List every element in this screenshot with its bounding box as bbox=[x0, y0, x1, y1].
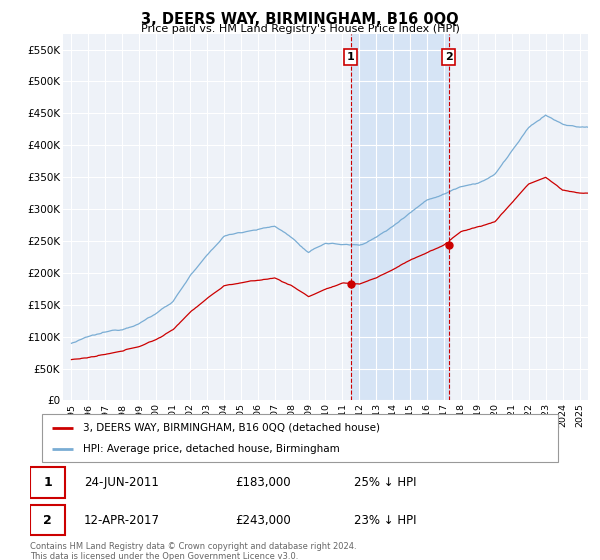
Text: Price paid vs. HM Land Registry's House Price Index (HPI): Price paid vs. HM Land Registry's House … bbox=[140, 24, 460, 34]
Bar bbox=[350, 34, 449, 400]
Text: HPI: Average price, detached house, Birmingham: HPI: Average price, detached house, Birm… bbox=[83, 444, 340, 454]
Text: £243,000: £243,000 bbox=[235, 514, 291, 526]
Text: 3, DEERS WAY, BIRMINGHAM, B16 0QQ: 3, DEERS WAY, BIRMINGHAM, B16 0QQ bbox=[141, 12, 459, 27]
Text: 1: 1 bbox=[347, 52, 355, 62]
Text: 2: 2 bbox=[43, 514, 52, 526]
Text: 12-APR-2017: 12-APR-2017 bbox=[84, 514, 160, 526]
Text: 24-JUN-2011: 24-JUN-2011 bbox=[84, 476, 159, 489]
Text: 2: 2 bbox=[445, 52, 452, 62]
Text: Contains HM Land Registry data © Crown copyright and database right 2024.
This d: Contains HM Land Registry data © Crown c… bbox=[30, 542, 356, 560]
Text: £183,000: £183,000 bbox=[235, 476, 291, 489]
Text: 1: 1 bbox=[43, 476, 52, 489]
Text: 23% ↓ HPI: 23% ↓ HPI bbox=[354, 514, 416, 526]
Text: 25% ↓ HPI: 25% ↓ HPI bbox=[354, 476, 416, 489]
FancyBboxPatch shape bbox=[30, 467, 65, 498]
Text: 3, DEERS WAY, BIRMINGHAM, B16 0QQ (detached house): 3, DEERS WAY, BIRMINGHAM, B16 0QQ (detac… bbox=[83, 423, 380, 433]
FancyBboxPatch shape bbox=[30, 505, 65, 535]
